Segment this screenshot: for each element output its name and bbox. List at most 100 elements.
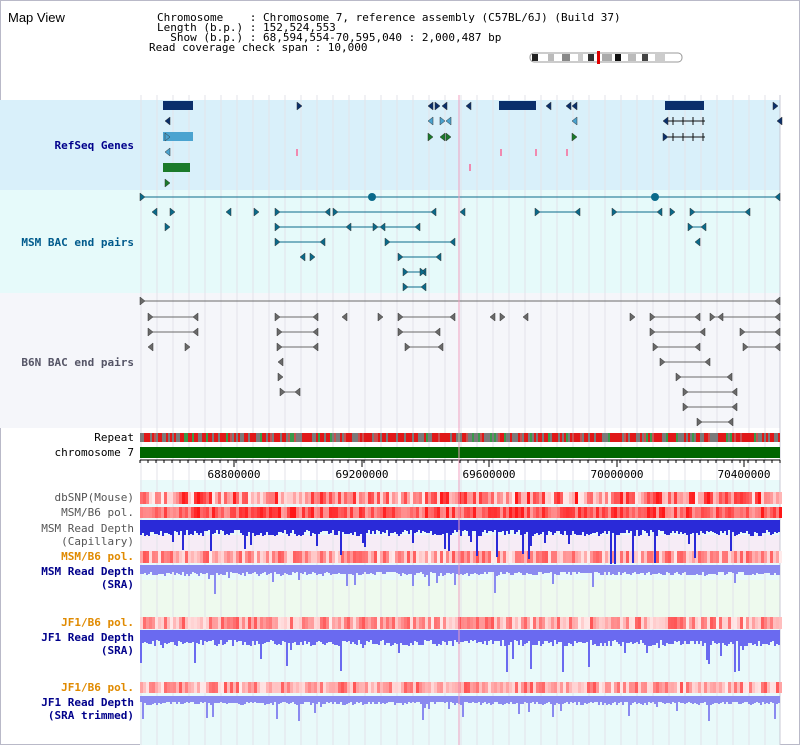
depth-bar xyxy=(288,630,290,643)
depth-bar xyxy=(548,520,550,531)
depth-bar xyxy=(764,520,766,533)
polymorphism-cell xyxy=(734,551,737,563)
polymorphism-cell xyxy=(626,617,629,629)
track-label-msm-b6-pol-sra[interactable]: MSM/B6 pol. xyxy=(61,550,134,563)
repeat-segment xyxy=(530,433,532,442)
polymorphism-cell xyxy=(188,682,191,693)
polymorphism-cell xyxy=(380,551,383,563)
polymorphism-heat-tracks[interactable] xyxy=(140,492,782,693)
depth-bar xyxy=(730,565,732,572)
polymorphism-cell xyxy=(416,551,419,563)
depth-bar xyxy=(614,696,616,702)
polymorphism-cell xyxy=(164,551,167,563)
polymorphism-cell xyxy=(686,551,689,563)
repeat-segment xyxy=(674,433,676,442)
pair-start-arrow xyxy=(397,252,404,262)
depth-bar xyxy=(762,520,764,533)
depth-bar xyxy=(752,696,754,704)
track-label-jf1-b6-pol-sra[interactable]: JF1/B6 pol. xyxy=(61,616,134,629)
polymorphism-cell xyxy=(638,551,641,563)
polymorphism-cell xyxy=(314,507,317,518)
polymorphism-cell xyxy=(599,617,602,629)
polymorphism-cell xyxy=(296,617,299,629)
polymorphism-cell xyxy=(518,551,521,563)
repeat-segment xyxy=(148,433,150,442)
depth-bar xyxy=(254,565,256,572)
depth-bar xyxy=(518,630,520,645)
depth-bar xyxy=(250,520,252,545)
pair-end-arrow xyxy=(774,342,781,352)
depth-bar xyxy=(190,565,192,574)
depth-bar xyxy=(346,696,348,704)
track-label-msm-read-depth-sra[interactable]: MSM Read Depth xyxy=(41,565,134,578)
polymorphism-cell xyxy=(527,617,530,629)
depth-bar xyxy=(246,565,248,572)
depth-bar xyxy=(482,565,484,574)
depth-bar xyxy=(306,696,308,702)
depth-bar xyxy=(718,520,720,535)
polymorphism-cell xyxy=(173,551,176,563)
polymorphism-cell xyxy=(341,682,344,693)
polymorphism-cell xyxy=(158,682,161,693)
depth-bar xyxy=(730,696,732,704)
repeat-segment xyxy=(304,433,306,442)
b6n-bac-pair-features[interactable] xyxy=(139,296,781,427)
polymorphism-cell xyxy=(149,617,152,629)
repeat-segment xyxy=(752,433,754,442)
msm-bac-pair-features[interactable] xyxy=(139,192,781,292)
polymorphism-cell xyxy=(167,682,170,693)
polymorphism-cell xyxy=(329,507,332,518)
depth-bar xyxy=(186,565,188,574)
read-depth-tracks[interactable] xyxy=(140,520,780,721)
track-label-dbsnp[interactable]: dbSNP(Mouse) xyxy=(55,491,134,504)
polymorphism-cell xyxy=(638,507,641,518)
polymorphism-cell xyxy=(767,551,770,563)
depth-bar xyxy=(726,520,728,535)
depth-bar xyxy=(526,696,528,703)
depth-bar xyxy=(540,630,542,646)
track-label-jf1-b6-pol-trimmed[interactable]: JF1/B6 pol. xyxy=(61,681,134,694)
polymorphism-cell xyxy=(713,507,716,518)
track-label-msm-bac-end-pairs[interactable]: MSM BAC end pairs xyxy=(21,236,134,249)
pair-end-arrow xyxy=(294,387,301,397)
depth-bar xyxy=(294,696,296,704)
polymorphism-cell xyxy=(362,551,365,563)
polymorphism-cell xyxy=(767,492,770,504)
track-label-jf1-read-depth-sra[interactable]: JF1 Read Depth xyxy=(41,631,134,644)
track-label-repeat[interactable]: Repeat xyxy=(94,431,134,444)
track-label-b6n-bac-end-pairs[interactable]: B6N BAC end pairs xyxy=(21,356,134,369)
bac-end-arrow xyxy=(694,237,701,247)
repeat-segment xyxy=(748,433,750,442)
depth-bar xyxy=(700,520,702,531)
repeat-segment xyxy=(772,433,774,442)
polymorphism-cell xyxy=(773,492,776,504)
polymorphism-cell xyxy=(665,507,668,518)
polymorphism-cell xyxy=(410,507,413,518)
depth-bar xyxy=(406,520,408,531)
depth-bar xyxy=(636,565,638,574)
polymorphism-cell xyxy=(527,492,530,504)
repeat-segment xyxy=(580,433,582,442)
repeat-track[interactable] xyxy=(140,433,780,442)
bac-end-arrow xyxy=(225,207,232,217)
refseq-gene-features[interactable] xyxy=(163,101,783,188)
depth-bar xyxy=(588,520,590,535)
track-label-msm-read-depth-capillary[interactable]: MSM Read Depth xyxy=(41,522,134,535)
chromosome-bar[interactable] xyxy=(140,447,780,458)
depth-bar xyxy=(160,696,162,704)
track-label-jf1-read-depth-trimmed[interactable]: JF1 Read Depth xyxy=(41,696,134,709)
chromosome-ideogram[interactable] xyxy=(529,51,683,64)
polymorphism-cell xyxy=(629,617,632,629)
depth-bar xyxy=(424,565,426,577)
depth-bar xyxy=(180,520,182,531)
depth-bar xyxy=(170,630,172,642)
track-label-msm-b6-pol-capillary[interactable]: MSM/B6 pol. xyxy=(61,506,134,519)
track-label-refseq-genes[interactable]: RefSeq Genes xyxy=(55,139,134,152)
depth-bar xyxy=(570,696,572,702)
polymorphism-cell xyxy=(656,682,659,693)
depth-bar xyxy=(748,630,750,643)
depth-bar xyxy=(536,696,538,702)
polymorphism-cell xyxy=(509,682,512,693)
depth-bar xyxy=(760,630,762,646)
track-label-chromosome[interactable]: chromosome 7 xyxy=(55,446,134,459)
